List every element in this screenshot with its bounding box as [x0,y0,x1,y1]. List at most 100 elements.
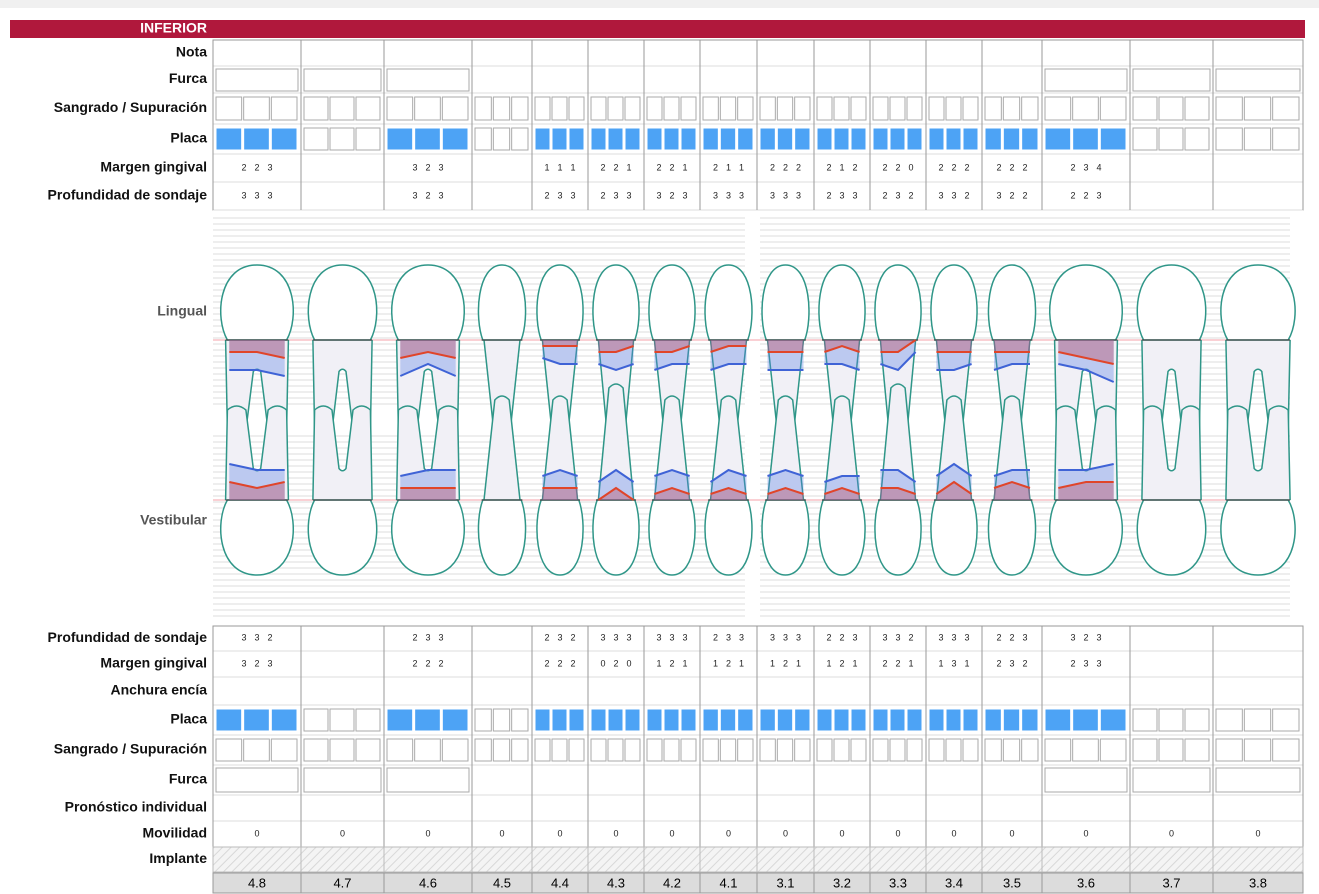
probing-line [936,363,972,371]
plaque-box [568,127,585,151]
plaque-box [1158,127,1184,151]
plaque-box [794,708,811,732]
measure-value: 2 [1009,190,1014,200]
bleeding-box [1099,738,1127,762]
measure-value: 1 [713,658,718,668]
bleeding-box [928,96,945,121]
bleeding-box [441,738,469,762]
measure-value: 3 [951,658,956,668]
measure-value: 1 [739,658,744,668]
measure-value: 3 [626,632,631,642]
furca-box [215,767,299,793]
tooth-crown [818,499,866,576]
tooth-crown [874,264,922,341]
pocket-area [767,340,804,370]
measure-value: 3 [938,632,943,642]
measure-value: 3 [895,632,900,642]
row-label: Furca [169,70,207,86]
plaque-box [414,127,441,151]
plaque-box [607,708,624,732]
mobility-value: 0 [951,828,956,838]
plaque-box [928,708,945,732]
bleeding-box [719,96,737,121]
bleeding-box [759,96,776,121]
furca-box [1132,767,1211,793]
row-label: Implante [149,850,207,866]
mobility-value: 0 [340,828,345,838]
measure-value: 2 [1070,162,1075,172]
measure-value: 3 [964,632,969,642]
measure-value: 3 [600,632,605,642]
measure-value: 1 [557,162,562,172]
implant-cell [925,846,983,873]
tooth-crown [1136,264,1207,341]
margin-line [598,345,634,353]
margin-line [710,345,747,353]
bleeding-box [624,96,641,121]
gingival-area [400,340,456,358]
measure-value: 3 [267,658,272,668]
tooth-number: 3.6 [1077,875,1095,890]
measure-value: 3 [254,190,259,200]
plaque-box [492,708,511,732]
implant-cell [699,846,758,873]
bleeding-box [646,738,663,762]
plaque-box [624,127,641,151]
implant-cell [981,846,1043,873]
bleeding-box [794,96,811,121]
plaque-box [1002,127,1021,151]
probing-line [654,363,690,371]
bleeding-box [303,96,329,121]
implant-cell [813,846,871,873]
plaque-box [906,127,923,151]
plaque-box [962,708,979,732]
probing-line [1058,463,1114,471]
bleeding-box [414,738,441,762]
tooth-number: 4.1 [719,875,737,890]
measure-value: 2 [895,658,900,668]
measure-value: 3 [438,632,443,642]
tooth-root [823,395,861,501]
bleeding-box [215,738,243,762]
measure-value: 3 [241,632,246,642]
header-title: INFERIOR [140,20,207,36]
plaque-box [414,708,441,732]
probing-line [824,363,860,371]
tooth-crown [592,499,640,576]
tooth-crown [1220,499,1296,576]
measure-value: 3 [726,632,731,642]
margin-line [229,351,285,359]
measure-value: 3 [1070,632,1075,642]
margin-line [880,487,916,495]
bleeding-box [1002,738,1021,762]
plaque-box [474,708,492,732]
measure-value: 2 [570,658,575,668]
margin-line [880,339,917,353]
bleeding-box [534,96,551,121]
measure-value: 1 [682,658,687,668]
plaque-box [663,127,680,151]
measure-value: 3 [770,632,775,642]
measure-value: 1 [908,658,913,668]
bleeding-box [303,738,329,762]
tooth-crown [536,499,584,576]
tooth-crown [391,264,465,341]
pocket-area [880,470,916,500]
tooth-number: 4.4 [551,875,569,890]
bleeding-box [962,96,979,121]
bleeding-box [680,96,697,121]
measure-value: 3 [839,190,844,200]
pocket-area [542,470,578,500]
measure-value: 2 [613,162,618,172]
plaque-box [984,127,1002,151]
mobility-value: 0 [1255,828,1260,838]
plaque-box [511,127,529,151]
margin-line [993,480,1031,489]
furca-box [1132,68,1211,92]
mobility-value: 0 [613,828,618,838]
tooth-crown [1049,264,1123,341]
plaque-box [1072,708,1099,732]
bleeding-box [607,738,624,762]
measure-value: 2 [656,162,661,172]
measure-value: 3 [438,162,443,172]
